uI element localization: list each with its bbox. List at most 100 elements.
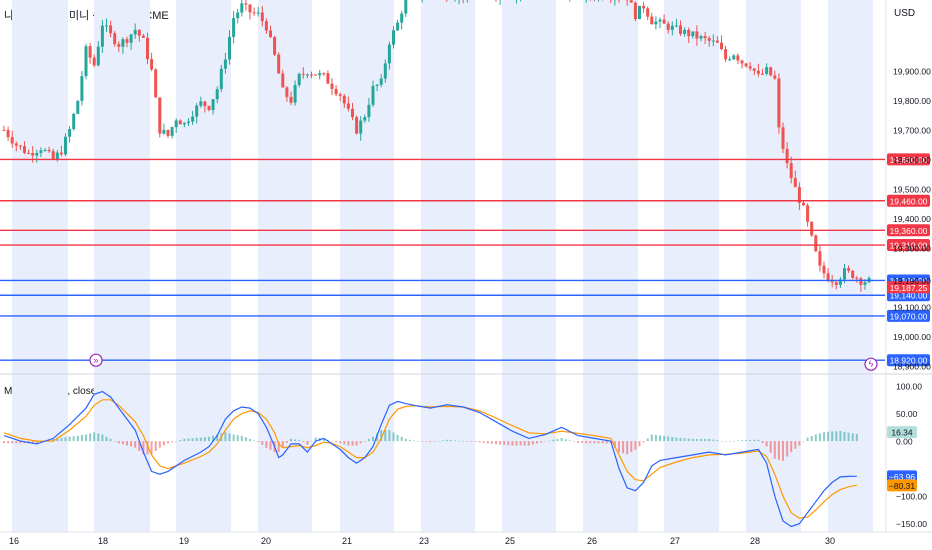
candle-body — [744, 63, 748, 67]
macd-histogram-bar — [314, 437, 317, 442]
candle-body — [211, 99, 215, 110]
price-axis-tick-label: 18,900.00 — [893, 362, 931, 372]
macd-histogram-bar — [626, 441, 629, 455]
macd-histogram-bar — [306, 441, 309, 445]
candle-body — [396, 22, 400, 31]
candle-body — [666, 23, 670, 30]
time-axis-tick-label: 19 — [179, 536, 189, 546]
candle-body — [178, 120, 182, 125]
macd-histogram-bar — [708, 438, 711, 442]
candle-body — [76, 100, 80, 114]
candle-body — [96, 46, 100, 66]
candle-body — [154, 69, 158, 98]
macd-histogram-bar — [482, 441, 485, 443]
macd-histogram-bar — [72, 436, 75, 442]
macd-histogram-bar — [683, 438, 686, 442]
session-band-9 — [746, 0, 801, 532]
candle-body — [27, 152, 31, 154]
macd-histogram-bar — [343, 441, 346, 445]
macd-histogram-bar — [339, 441, 342, 444]
candle-body — [379, 78, 383, 85]
price-axis-tick-label: 19,600.00 — [893, 155, 931, 165]
macd-histogram-bar — [798, 441, 801, 446]
macd-histogram-bar — [646, 438, 649, 442]
candle-body — [699, 36, 703, 39]
candle-body — [683, 29, 687, 34]
candle-body — [2, 129, 6, 131]
macd-histogram-bar — [642, 441, 645, 443]
candle-body — [724, 49, 728, 60]
time-axis-tick-label: 16 — [9, 536, 19, 546]
macd-histogram-bar — [400, 436, 403, 442]
macd-histogram-bar — [76, 435, 79, 442]
candle-body — [322, 73, 326, 75]
candle-body — [195, 105, 199, 117]
macd-histogram-bar — [257, 441, 260, 442]
macd-histogram-bar — [741, 440, 743, 442]
macd-histogram-bar — [113, 441, 116, 442]
time-axis-tick-label: 30 — [825, 536, 835, 546]
candle-body — [715, 40, 719, 43]
macd-histogram-bar — [158, 441, 161, 448]
macd-histogram-bar — [3, 441, 5, 444]
candle-body — [47, 150, 51, 152]
macd-histogram-bar — [691, 438, 694, 442]
macd-histogram-bar — [474, 441, 477, 443]
candle-body — [264, 21, 268, 31]
macd-value-label: −63.96 — [889, 472, 916, 482]
macd-histogram-bar — [421, 441, 424, 442]
candle-body — [674, 25, 678, 27]
candle-body — [14, 143, 18, 146]
candle-body — [765, 67, 769, 74]
candle-body — [310, 74, 313, 76]
last-price-label: 19,187.25 — [890, 283, 928, 293]
macd-histogram-bar — [89, 433, 92, 442]
candle-body — [633, 2, 637, 20]
macd-histogram-bar — [802, 441, 805, 442]
candle-body — [707, 38, 711, 41]
macd-histogram-bar — [540, 441, 543, 443]
macd-histogram-bar — [855, 433, 858, 442]
macd-histogram-bar — [269, 441, 272, 450]
candle-body — [199, 101, 203, 106]
macd-histogram-bar — [782, 441, 784, 461]
macd-histogram-bar — [814, 434, 817, 442]
macd-histogram-bar — [93, 432, 96, 442]
macd-histogram-bar — [347, 441, 350, 446]
macd-histogram-bar — [618, 441, 620, 453]
macd-histogram-bar — [667, 436, 670, 442]
macd-histogram-bar — [630, 441, 633, 453]
candle-body — [383, 63, 387, 79]
macd-histogram-bar — [753, 439, 756, 442]
macd-histogram-bar — [663, 435, 666, 442]
price-level-badge — [887, 354, 930, 367]
macd-histogram-bar — [794, 441, 797, 449]
candle-body — [146, 37, 149, 60]
macd-histogram-bar — [199, 437, 202, 442]
macd-histogram-bar — [117, 441, 120, 444]
macd-value-badge — [887, 479, 917, 492]
currency-label[interactable]: USD — [894, 8, 916, 19]
candle-body — [318, 73, 322, 76]
macd-histogram-bar — [425, 441, 428, 442]
candle-body — [736, 55, 740, 61]
session-band-10 — [828, 0, 873, 532]
candle-body — [305, 74, 309, 76]
macd-histogram-bar — [650, 434, 653, 442]
candle-body — [847, 268, 851, 271]
candle-body — [728, 59, 732, 61]
macd-histogram-bar — [203, 437, 206, 442]
macd-histogram-bar — [548, 440, 551, 442]
candle-body — [359, 120, 363, 134]
macd-histogram-bar — [523, 441, 526, 446]
candle-body — [174, 120, 178, 128]
macd-histogram-bar — [138, 441, 141, 452]
candle-body — [100, 25, 104, 47]
macd-histogram-bar — [351, 441, 354, 446]
macd-histogram-bar — [847, 432, 850, 442]
lightning-marker-icon[interactable] — [864, 357, 878, 371]
time-axis-tick-label: 18 — [98, 536, 108, 546]
candle-body — [658, 19, 662, 22]
fast-forward-marker-icon[interactable] — [89, 353, 103, 367]
